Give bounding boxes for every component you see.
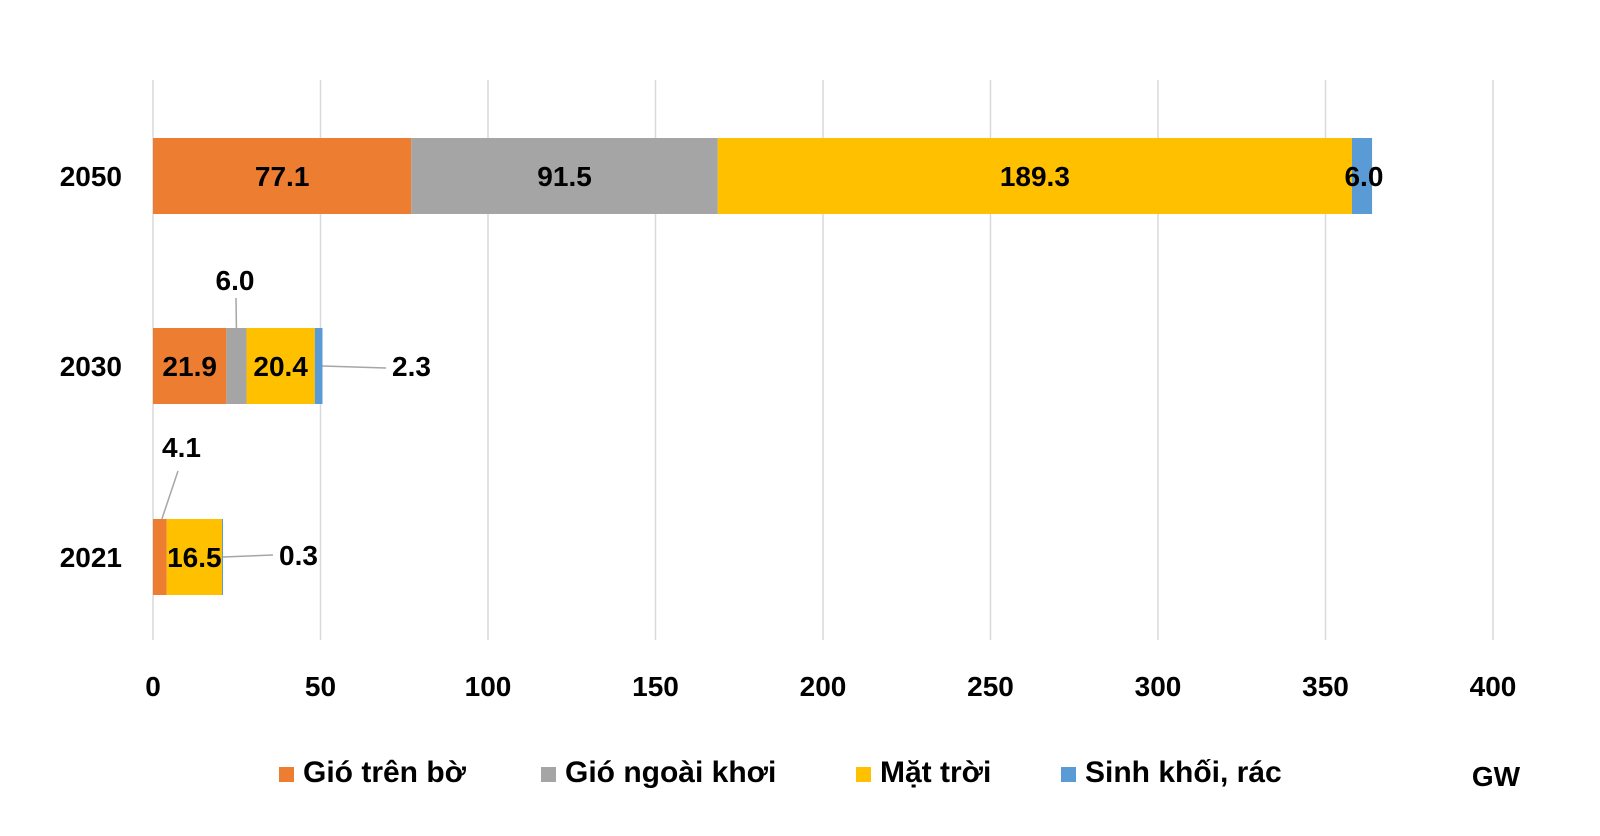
legend-label-gio-tren-bo: Gió trên bờ	[303, 756, 467, 789]
data-label-2021-mat-troi: 16.5	[167, 542, 222, 573]
leader-line-2021-sinh-khoi-rac	[223, 555, 273, 557]
data-label-2030-gio-ngoai-khoi: 6.0	[216, 265, 255, 296]
x-tick-label-150: 150	[632, 671, 679, 702]
data-label-2021-gio-tren-bo: 4.1	[162, 432, 201, 463]
y-category-label-2050: 2050	[60, 161, 122, 192]
data-label-2050-sinh-khoi-rac: 6.0	[1344, 161, 1383, 192]
x-tick-label-200: 200	[800, 671, 847, 702]
x-tick-label-100: 100	[465, 671, 512, 702]
legend-label-mat-troi: Mặt trời	[880, 756, 991, 789]
legend-swatch-gio-ngoai-khoi	[541, 767, 556, 782]
legend-label-sinh-khoi-rac: Sinh khối, rác	[1085, 756, 1282, 789]
x-tick-label-50: 50	[305, 671, 336, 702]
x-tick-label-300: 300	[1135, 671, 1182, 702]
x-tick-label-0: 0	[145, 671, 161, 702]
legend-swatch-sinh-khoi-rac	[1061, 767, 1076, 782]
bar-2030-gio-ngoai-khoi	[226, 328, 246, 404]
x-tick-label-400: 400	[1470, 671, 1517, 702]
bar-2021-gio-tren-bo	[153, 519, 167, 595]
data-label-2030-sinh-khoi-rac: 2.3	[392, 351, 431, 382]
data-label-2050-mat-troi: 189.3	[1000, 161, 1070, 192]
y-category-label-2021: 2021	[60, 542, 122, 573]
x-tick-label-350: 350	[1302, 671, 1349, 702]
legend-label-gio-ngoai-khoi: Gió ngoài khơi	[565, 756, 776, 789]
data-label-2050-gio-tren-bo: 77.1	[255, 161, 310, 192]
data-label-2030-gio-tren-bo: 21.9	[162, 351, 217, 382]
y-category-label-2030: 2030	[60, 351, 122, 382]
bar-2021-sinh-khoi-rac	[222, 519, 223, 595]
leader-line-2030-sinh-khoi-rac	[323, 366, 386, 368]
legend: Gió trên bờ Gió ngoài khơi Mặt trời Sinh kh…	[279, 756, 1282, 789]
data-label-2050-gio-ngoai-khoi: 91.5	[537, 161, 592, 192]
axes: 0 50 100 150 200 250 300 350 400 2050 2030 2021 GW	[60, 161, 1521, 792]
legend-swatch-mat-troi	[856, 767, 871, 782]
x-axis-unit-label: GW	[1472, 761, 1521, 792]
bar-2030-sinh-khoi-rac	[315, 328, 323, 404]
data-label-2030-mat-troi: 20.4	[253, 351, 308, 382]
x-tick-label-250: 250	[967, 671, 1014, 702]
leader-line-2021-gio-tren-bo	[162, 471, 178, 519]
data-label-2021-sinh-khoi-rac: 0.3	[279, 540, 318, 571]
legend-swatch-gio-tren-bo	[279, 767, 294, 782]
